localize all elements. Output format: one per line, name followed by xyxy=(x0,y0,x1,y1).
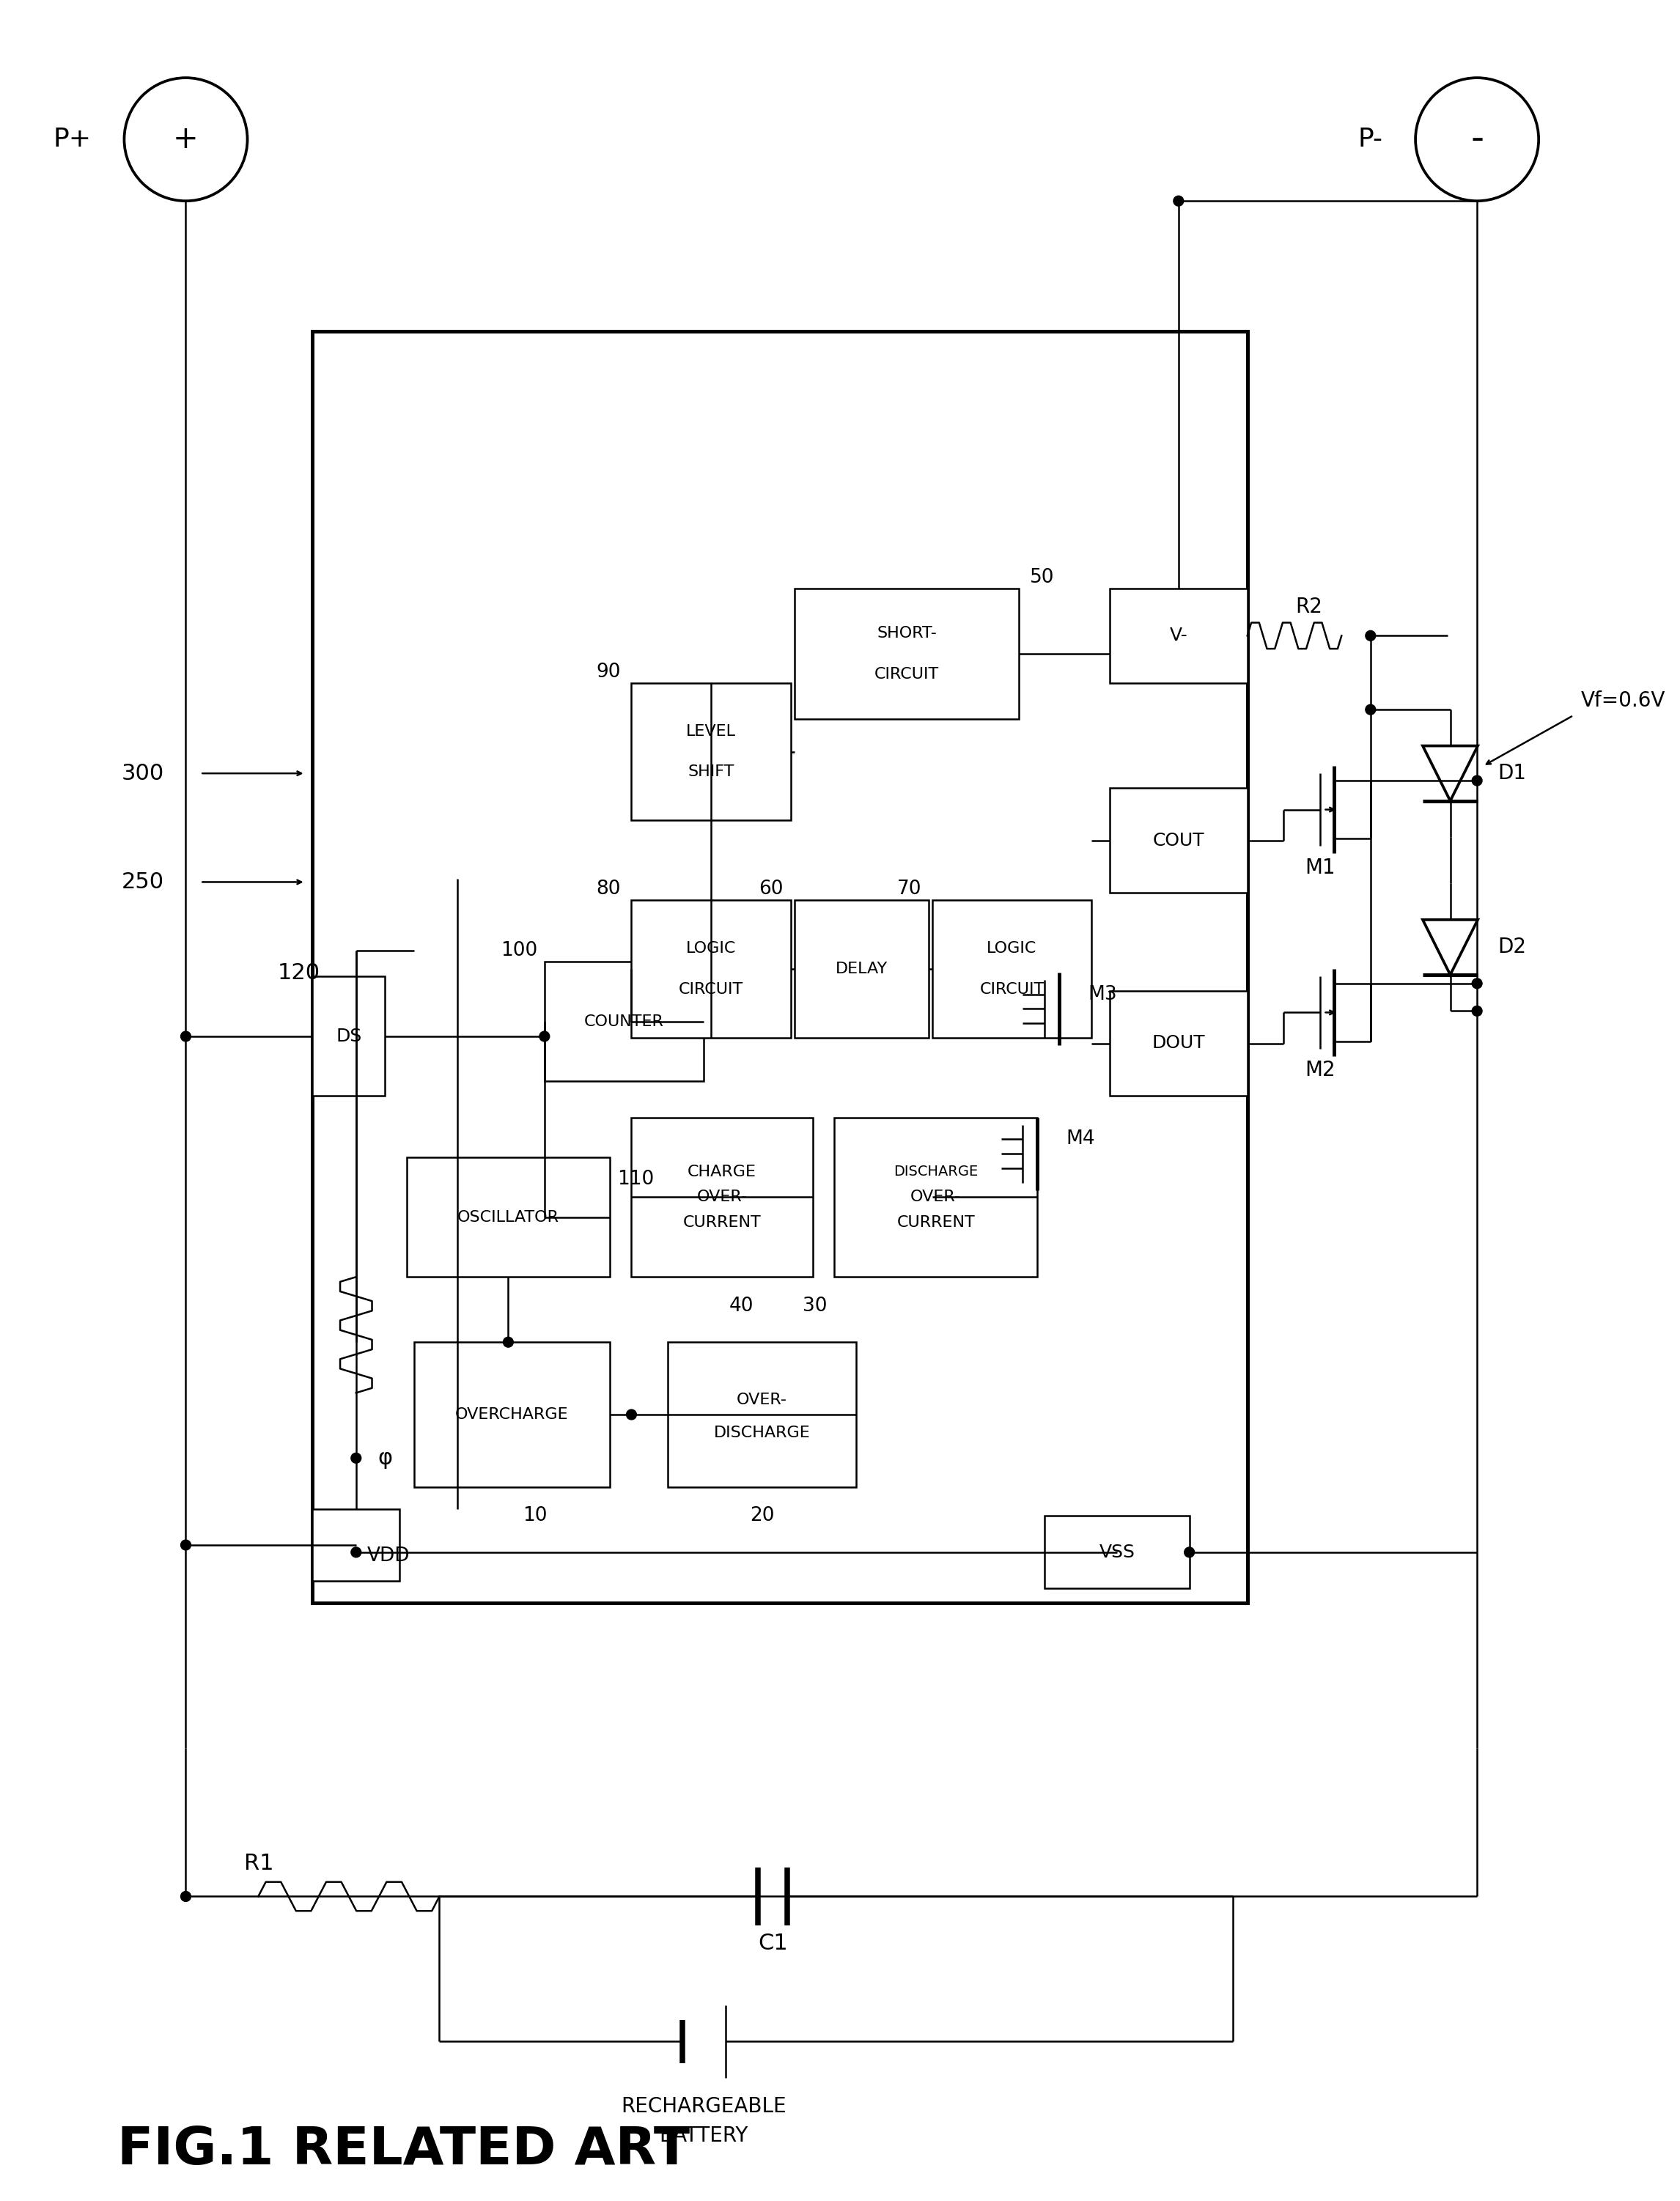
Text: φ: φ xyxy=(378,1448,393,1468)
Circle shape xyxy=(539,1032,549,1041)
Text: 250: 250 xyxy=(121,872,165,894)
Circle shape xyxy=(181,1032,192,1041)
Text: CURRENT: CURRENT xyxy=(897,1215,974,1230)
Bar xyxy=(795,900,929,1039)
Text: 90: 90 xyxy=(596,663,620,682)
Bar xyxy=(1110,588,1247,682)
Text: VSS: VSS xyxy=(1099,1543,1134,1561)
Circle shape xyxy=(1184,1547,1194,1558)
Circle shape xyxy=(1472,979,1482,988)
Text: RECHARGEABLE: RECHARGEABLE xyxy=(622,2095,786,2117)
Text: M4: M4 xyxy=(1067,1129,1095,1149)
Text: R2: R2 xyxy=(1295,596,1322,616)
Text: OSCILLATOR: OSCILLATOR xyxy=(457,1211,559,1224)
Circle shape xyxy=(1472,1006,1482,1017)
Text: D1: D1 xyxy=(1497,764,1525,784)
Text: COUT: COUT xyxy=(1152,832,1205,850)
Text: 40: 40 xyxy=(729,1296,754,1316)
Text: CIRCUIT: CIRCUIT xyxy=(979,982,1045,997)
Text: D2: D2 xyxy=(1497,938,1525,957)
Text: C1: C1 xyxy=(758,1932,788,1954)
Text: 100: 100 xyxy=(501,942,538,960)
Text: 70: 70 xyxy=(897,880,921,898)
Bar xyxy=(1045,1516,1189,1589)
Text: DELAY: DELAY xyxy=(835,962,887,977)
Text: M2: M2 xyxy=(1305,1061,1336,1081)
Bar xyxy=(544,962,704,1081)
Bar xyxy=(312,977,385,1096)
Text: V-: V- xyxy=(1169,627,1188,645)
Text: OVERCHARGE: OVERCHARGE xyxy=(455,1406,568,1422)
Text: M1: M1 xyxy=(1305,858,1336,878)
Bar xyxy=(1110,788,1247,894)
Text: 120: 120 xyxy=(277,962,319,984)
Circle shape xyxy=(1472,775,1482,786)
Text: M3: M3 xyxy=(1089,984,1117,1004)
Bar xyxy=(632,900,791,1039)
Bar xyxy=(835,1118,1037,1277)
Text: SHORT-: SHORT- xyxy=(877,627,937,640)
Bar xyxy=(1110,990,1247,1096)
Text: DOUT: DOUT xyxy=(1152,1034,1205,1052)
Text: Vf=0.6V: Vf=0.6V xyxy=(1581,691,1665,711)
Bar xyxy=(632,1118,813,1277)
Text: CURRENT: CURRENT xyxy=(682,1215,761,1230)
Text: CIRCUIT: CIRCUIT xyxy=(679,982,744,997)
Text: +: + xyxy=(173,123,198,154)
Circle shape xyxy=(181,1891,192,1902)
Text: 300: 300 xyxy=(121,764,165,784)
Text: OVER-: OVER- xyxy=(697,1191,748,1204)
Text: P+: P+ xyxy=(54,128,92,152)
Bar xyxy=(312,332,1247,1602)
Text: OVER-: OVER- xyxy=(736,1393,788,1406)
Text: 30: 30 xyxy=(803,1296,827,1316)
Bar xyxy=(667,1343,857,1488)
Bar xyxy=(795,588,1020,720)
Polygon shape xyxy=(1423,746,1478,801)
Text: FIG.1 RELATED ART: FIG.1 RELATED ART xyxy=(118,2124,689,2175)
Text: CHARGE: CHARGE xyxy=(687,1164,756,1180)
Circle shape xyxy=(1173,196,1184,207)
Text: VDD: VDD xyxy=(368,1547,410,1565)
Text: BATTERY: BATTERY xyxy=(660,2126,748,2146)
Text: DISCHARGE: DISCHARGE xyxy=(894,1164,978,1180)
Circle shape xyxy=(504,1336,514,1347)
Text: CIRCUIT: CIRCUIT xyxy=(874,667,939,682)
Text: DISCHARGE: DISCHARGE xyxy=(714,1426,810,1439)
Bar xyxy=(407,1158,610,1277)
Circle shape xyxy=(1366,704,1376,715)
Text: 10: 10 xyxy=(522,1505,548,1525)
Text: LEVEL: LEVEL xyxy=(685,724,736,740)
Text: LOGIC: LOGIC xyxy=(685,942,736,955)
Text: -: - xyxy=(1470,121,1483,156)
Text: OVER-: OVER- xyxy=(911,1191,961,1204)
Bar xyxy=(932,900,1092,1039)
Circle shape xyxy=(181,1541,192,1550)
Text: 110: 110 xyxy=(617,1169,654,1189)
Circle shape xyxy=(351,1547,361,1558)
Text: DS: DS xyxy=(336,1028,361,1045)
Text: P-: P- xyxy=(1357,128,1383,152)
Text: 80: 80 xyxy=(596,880,620,898)
Polygon shape xyxy=(1423,920,1478,975)
Circle shape xyxy=(1366,632,1376,640)
Text: COUNTER: COUNTER xyxy=(585,1015,664,1028)
Text: 20: 20 xyxy=(749,1505,774,1525)
Bar xyxy=(632,682,791,821)
Bar xyxy=(312,1510,400,1580)
Text: 50: 50 xyxy=(1030,568,1055,588)
Circle shape xyxy=(351,1453,361,1464)
Text: R1: R1 xyxy=(244,1853,274,1875)
Circle shape xyxy=(627,1409,637,1420)
Text: LOGIC: LOGIC xyxy=(986,942,1037,955)
Bar xyxy=(413,1343,610,1488)
Text: 60: 60 xyxy=(759,880,783,898)
Text: SHIFT: SHIFT xyxy=(687,764,734,779)
